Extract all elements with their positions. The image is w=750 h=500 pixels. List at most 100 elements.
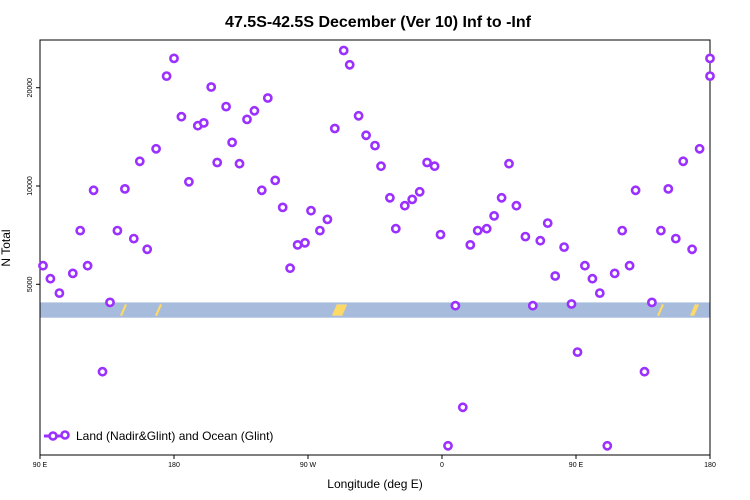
data-point [504,158,514,169]
data-point [663,183,674,194]
plot-frame [39,39,711,456]
data-point [399,200,410,211]
data-point [82,260,93,271]
data-point [559,242,569,252]
data-point [54,288,65,298]
legend-label: Land (Nadir&Glint) and Ocean (Glint) [76,429,273,443]
data-point [550,271,561,281]
data-point [212,157,223,168]
band-mark [154,303,163,317]
data-point [353,110,364,121]
data-point [277,202,288,213]
y-tick-label: 5000 [27,276,34,292]
data-point [370,140,380,151]
data-point [422,157,432,168]
data-point [639,366,650,377]
data-point [687,244,697,255]
data-point [390,223,401,234]
legend: Land (Nadir&Glint) and Ocean (Glint) [44,429,273,443]
data-point [67,268,78,279]
data-point [511,200,522,211]
data-point [45,273,56,284]
data-point [587,273,598,284]
data-point [594,288,605,298]
data-point [120,183,130,194]
data-point [465,239,476,250]
band-mark [331,303,340,317]
y-tick-label: 10000 [27,176,34,196]
data-point [256,185,267,196]
data-point [161,71,172,81]
band-mark [333,303,342,317]
band-marks [119,303,700,317]
data-point [227,137,237,148]
data-point [300,237,310,248]
data-point [242,114,252,125]
data-point [322,214,333,225]
data-point [329,123,340,134]
data-point [609,268,620,279]
data-point [198,118,209,128]
data-point [176,111,187,122]
y-axis: 5000 10000 20000 [27,78,40,292]
data-point [496,192,507,203]
data-point [88,185,99,196]
data-point [128,233,139,244]
data-point [527,300,538,311]
data-point [376,161,386,172]
data-point [75,225,86,236]
data-point [647,297,657,308]
data-point [112,225,123,236]
data-point [542,218,553,228]
data-point [678,156,689,167]
data-point [361,130,371,141]
data-point [572,347,583,357]
x-tick-label: 90 E [569,462,584,469]
observation-band [40,302,710,318]
legend-marker [48,431,58,441]
data-point [407,194,418,205]
data-point [694,143,705,154]
data-point [249,105,260,116]
x-tick-label: 0 [440,462,444,469]
band-mark [119,303,128,317]
data-point [338,45,349,56]
data-point [414,186,425,197]
data-point [221,101,231,112]
y-axis-label: N Total [0,229,13,266]
x-tick-label: 90 E [33,462,48,469]
x-tick-label: 180 [168,462,180,469]
data-point [481,223,492,234]
data-point [435,229,446,240]
data-point [344,59,355,70]
data-point [38,260,48,271]
data-point [624,260,635,271]
data-point [489,210,499,221]
band-mark [691,303,700,317]
data-point [617,225,628,236]
chart-title: 47.5S-42.5S December (Ver 10) Inf to -In… [225,14,532,31]
data-point [705,53,715,64]
data-point [134,156,145,167]
data-point [169,53,179,64]
band-mark [337,303,346,317]
data-point [384,192,395,203]
legend-marker [60,430,70,440]
data-point [656,225,666,236]
x-axis-label: Longitude (deg E) [327,477,422,491]
data-point [443,440,453,451]
data-point [105,297,115,308]
data-point [234,158,245,169]
data-points [38,45,715,451]
data-point [472,225,483,236]
data-point [151,143,161,154]
data-point [602,440,613,451]
band-mark [335,303,344,317]
data-point [142,244,153,255]
data-point [306,205,316,216]
data-point [314,225,325,236]
data-point [206,82,217,92]
x-axis: 90 E 180 90 W 0 90 E 180 [33,455,716,469]
data-point [183,176,194,187]
data-point [630,185,641,196]
